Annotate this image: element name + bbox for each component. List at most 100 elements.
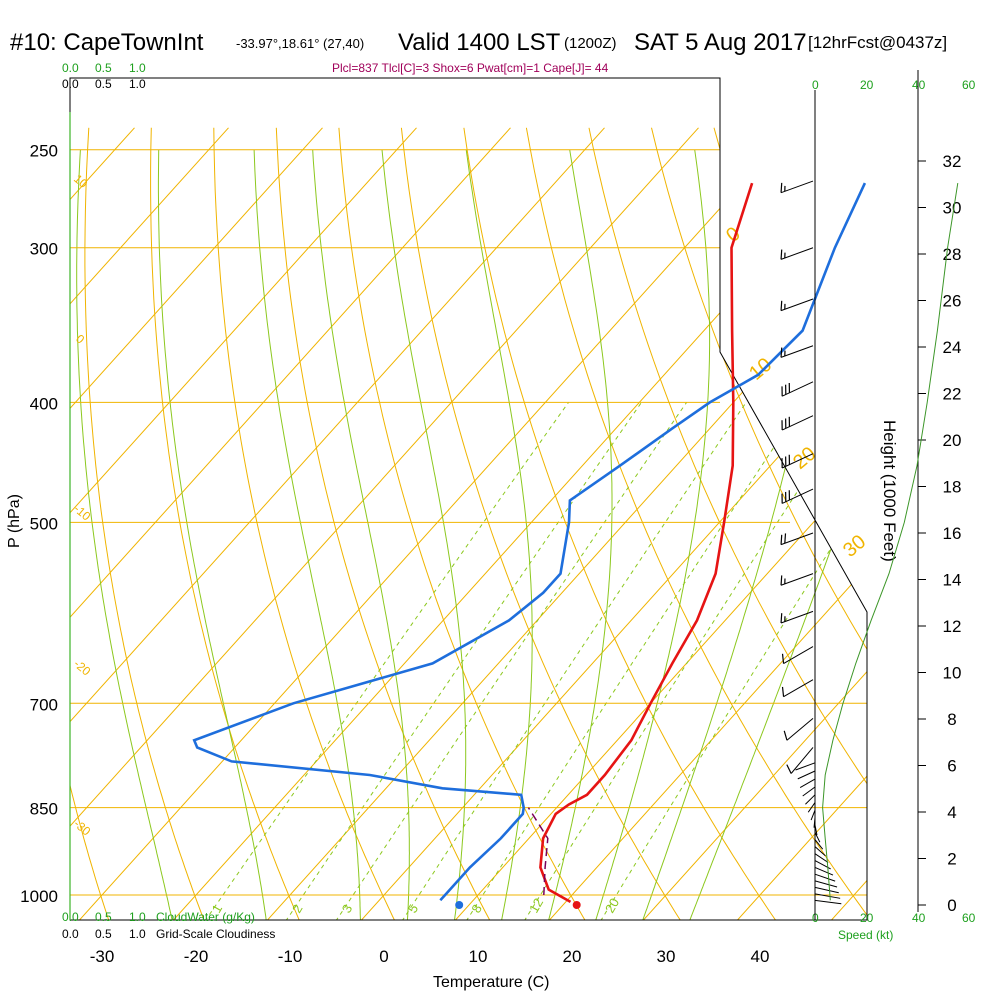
dry-adiabat-line [588, 127, 867, 920]
dry-adiabat-lines [70, 127, 867, 920]
station-title: #10: CapeTownInt [10, 29, 204, 56]
pressure-tick-label: 500 [30, 514, 58, 533]
bottom-black-tick: 0.5 [95, 927, 112, 941]
speed-axis-label: Speed (kt) [838, 928, 893, 942]
height-axis-label: Height (1000 Feet) [880, 420, 899, 562]
surface-dewpoint-dot [455, 901, 464, 909]
wind-barb [780, 247, 814, 260]
isotherm-line [252, 127, 867, 920]
temperature-line [539, 182, 754, 904]
temperature-tick-label: -30 [90, 947, 115, 966]
wind-barb-flag [780, 182, 783, 193]
dry-adiabat-line [463, 127, 788, 920]
moist-adiabat-line [381, 149, 467, 920]
wind-barb-staff [797, 770, 816, 780]
wind-barb-flag [786, 764, 792, 774]
wind-barb-flag [780, 300, 783, 311]
bottom-black-tick: 1.0 [129, 927, 146, 941]
plot-frame [69, 77, 868, 921]
dry-adiabat-line [213, 127, 403, 920]
wind-barb-flag [783, 730, 788, 741]
wind-barb-staff [802, 786, 816, 797]
height-tick-label: 22 [943, 385, 962, 404]
valid-time-z: (1200Z) [564, 35, 617, 52]
mixing-ratio-line [285, 402, 642, 920]
height-tick-label: 10 [943, 664, 962, 683]
speed-tick: 40 [912, 911, 926, 925]
dry-adiabat-label: -30 [71, 817, 94, 839]
wind-barb [781, 679, 814, 698]
pressure-axis-label: P (hPa) [6, 494, 23, 548]
mixing-ratio-label: 12 [526, 895, 546, 915]
wind-barb-staff [814, 832, 821, 843]
height-tick-label: 12 [943, 617, 962, 636]
wind-barb-staff [799, 778, 816, 788]
dry-adiabat-line [84, 127, 211, 920]
top-green-tick: 1.0 [129, 61, 146, 75]
top-black-tick: 0.0 [62, 77, 79, 91]
mixing-ratio-line [523, 402, 856, 920]
wind-barb-staff [814, 839, 824, 850]
wind-barb-staff [805, 794, 816, 805]
moist-adiabat-line [688, 149, 867, 920]
wind-barb-staff [814, 866, 834, 876]
wind-barb-flag [781, 686, 785, 697]
dry-adiabat-line [70, 127, 115, 920]
valid-time: Valid 1400 LST [398, 29, 561, 56]
speed-tick: 60 [962, 911, 976, 925]
moist-adiabat-line [641, 149, 832, 920]
temperature-axis-label: Temperature (C) [433, 974, 549, 991]
wind-barb-flag [780, 347, 783, 358]
speed-tick: 60 [962, 78, 976, 92]
wind-barb-staff [814, 880, 838, 888]
speed-tick: 0 [812, 78, 819, 92]
height-tick-label: 18 [943, 478, 962, 497]
height-tick-label: 32 [943, 152, 962, 171]
isotherm-line [70, 127, 417, 920]
height-tick-label: 30 [943, 199, 962, 218]
wind-barb-staff [780, 247, 814, 260]
wind-barb-staff [790, 747, 814, 774]
moist-adiabat-line [76, 149, 173, 920]
speed-tick: 40 [912, 78, 926, 92]
pressure-tick-label: 850 [30, 800, 58, 819]
temperature-tick-label: 0 [379, 947, 388, 966]
height-tick-label: 4 [947, 803, 956, 822]
height-tick-label: 8 [947, 710, 956, 729]
wind-barb-staff [781, 415, 814, 431]
temperature-tick-label: 30 [657, 947, 676, 966]
wind-barb-staff [780, 610, 814, 624]
top-scale-green: 0.0 0.5 1.0 [62, 61, 146, 75]
wind-barb-staff [781, 488, 814, 504]
wind-barb [781, 415, 814, 431]
pressure-tick-label: 1000 [20, 887, 58, 906]
moist-adiabat-lines [76, 149, 867, 920]
dewpoint-line [192, 182, 867, 902]
pressure-axis: 250 300 400 500 700 850 1000 [20, 142, 58, 906]
wind-barb-staff [780, 532, 814, 546]
top-black-tick: 0.5 [95, 77, 112, 91]
wind-barb [780, 573, 814, 586]
height-tick-label: 24 [943, 338, 962, 357]
top-green-tick: 0.5 [95, 61, 112, 75]
wind-barb-flag [784, 533, 787, 544]
wind-barb [783, 718, 814, 741]
wind-barb-staff [814, 886, 839, 894]
wind-barbs [780, 180, 842, 905]
bottom-green-tick: 0.5 [95, 910, 112, 924]
mixing-ratio-line [465, 402, 805, 920]
isotherm-line [70, 127, 323, 920]
moist-adiabat-line [465, 149, 533, 920]
height-tick-label: 28 [943, 245, 962, 264]
parcel-line [527, 807, 549, 896]
dry-adiabat-label: 0 [73, 332, 87, 347]
moist-adiabat-line [547, 149, 613, 920]
top-green-tick: 0.0 [62, 61, 79, 75]
mixing-ratio-lines [204, 402, 867, 920]
moist-adiabat-line [253, 149, 361, 920]
isotherm-line [70, 127, 699, 920]
speed-profile [822, 183, 959, 901]
isobar-lines [70, 149, 867, 896]
